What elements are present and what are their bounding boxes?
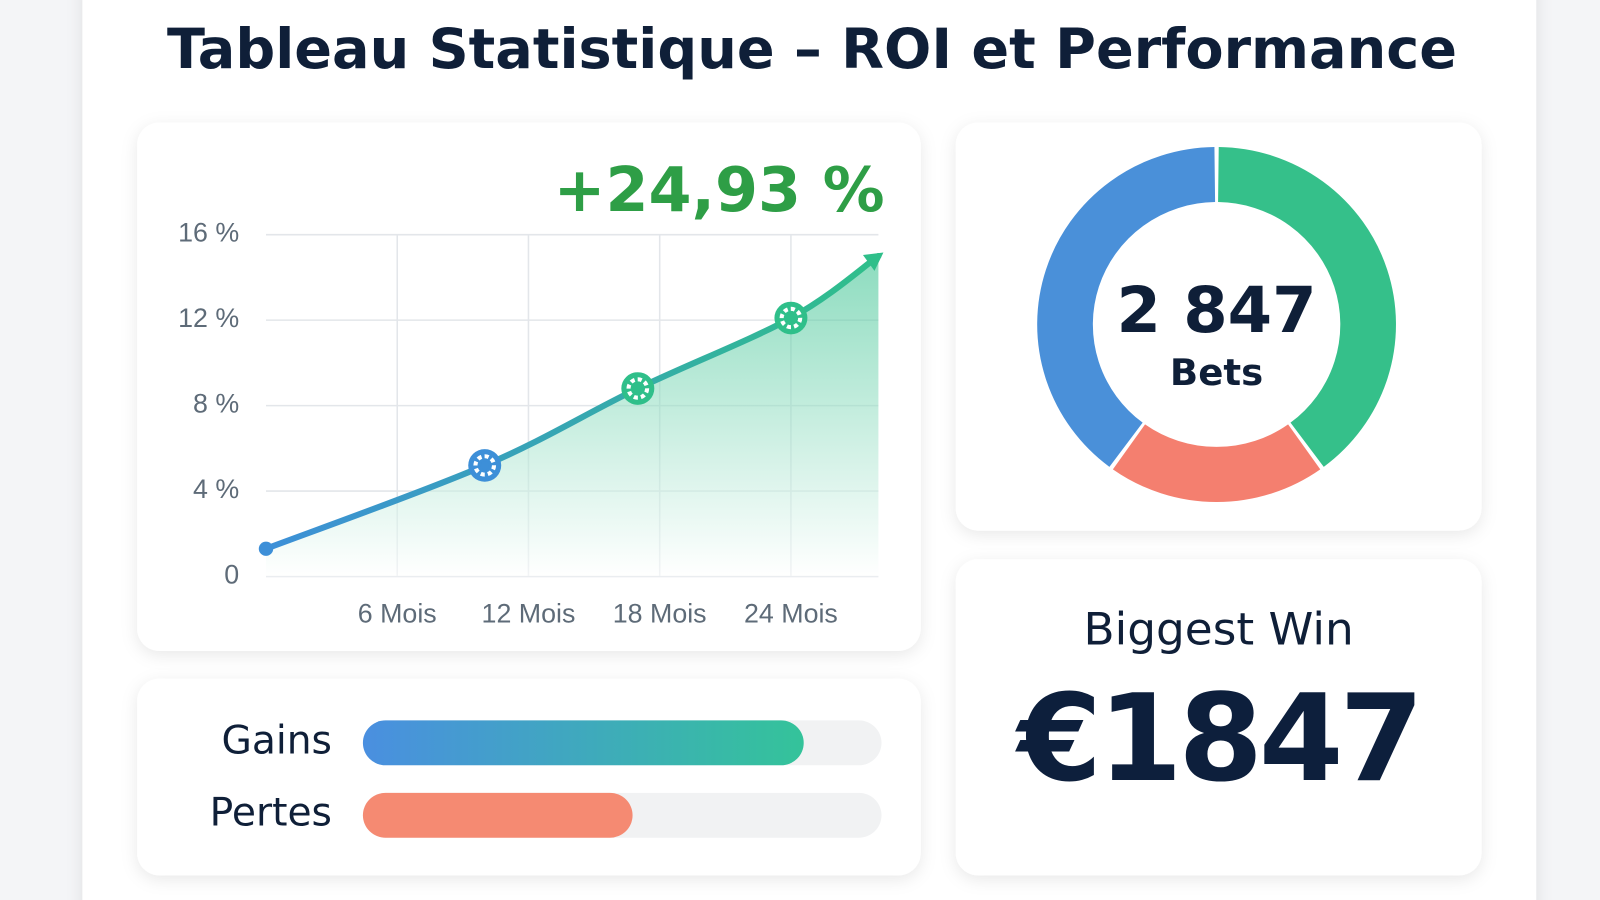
donut-segment bbox=[1112, 423, 1321, 502]
x-tick-label: 18 Mois bbox=[613, 598, 707, 628]
marker-hub bbox=[480, 461, 489, 470]
marker-ring bbox=[779, 306, 803, 330]
x-tick-label: 12 Mois bbox=[482, 598, 576, 628]
marker-ring bbox=[626, 377, 650, 400]
win-card bbox=[955, 559, 1482, 876]
bar bbox=[362, 720, 804, 766]
marker-hub bbox=[786, 313, 796, 323]
y-tick-label: 16 % bbox=[178, 218, 239, 248]
y-tick-label: 0 bbox=[224, 560, 239, 590]
line bbox=[262, 252, 882, 552]
y-tick-label: 8 % bbox=[193, 389, 239, 419]
page-title: Tableau Statistique – ROI et Performance bbox=[167, 18, 1457, 82]
win-value: €1847 bbox=[1014, 669, 1420, 809]
roi-annotation: +24,93 % bbox=[554, 154, 885, 226]
end-arrow bbox=[862, 252, 884, 271]
y-tick-label: 12 % bbox=[178, 303, 239, 333]
marker-ring bbox=[473, 454, 497, 477]
start-point bbox=[258, 541, 274, 556]
donut-segment bbox=[1217, 146, 1396, 467]
center-label: Bets bbox=[1170, 351, 1263, 394]
bar bbox=[362, 792, 633, 838]
bar-card bbox=[137, 678, 921, 876]
marker-hub bbox=[633, 384, 642, 393]
x-tick-label: 24 Mois bbox=[744, 598, 838, 628]
bar-label: Pertes bbox=[210, 791, 332, 836]
bar-label: Gains bbox=[222, 718, 332, 763]
center-value: 2 847 bbox=[1117, 273, 1317, 347]
win-label: Biggest Win bbox=[1084, 603, 1354, 656]
donut-segment bbox=[1037, 146, 1216, 467]
area bbox=[265, 256, 879, 577]
y-tick-label: 4 % bbox=[193, 474, 239, 504]
x-tick-label: 6 Mois bbox=[358, 598, 437, 628]
